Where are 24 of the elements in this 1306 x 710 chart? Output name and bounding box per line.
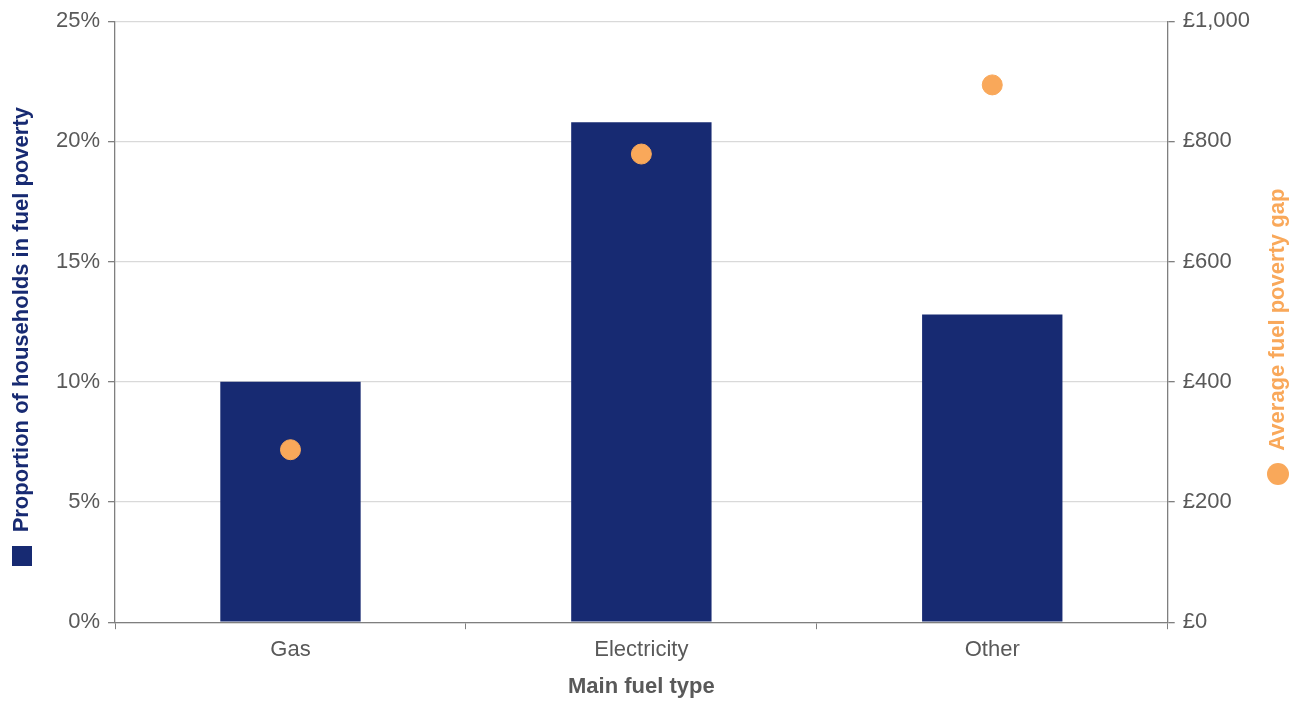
y2-tick-label: £600 xyxy=(1182,247,1232,273)
y2-axis-title: Average fuel poverty gap xyxy=(1264,188,1290,451)
x-tick-label: Electricity xyxy=(594,636,689,662)
y-tick-label: 25% xyxy=(55,7,101,33)
y2-tick-label: £800 xyxy=(1182,127,1232,153)
bar xyxy=(922,314,1063,622)
y2-tick-label: £400 xyxy=(1182,367,1232,393)
y-tick-label: 20% xyxy=(55,127,101,153)
point xyxy=(279,439,301,461)
y-tick-label: 15% xyxy=(55,247,101,273)
y2-tick-label: £0 xyxy=(1182,608,1208,634)
point xyxy=(981,74,1003,96)
y-axis-title: Proportion of households in fuel poverty xyxy=(8,106,34,533)
x-tick-label: Other xyxy=(964,636,1020,662)
y-tick-label: 10% xyxy=(55,367,101,393)
point xyxy=(630,143,652,165)
y-tick-label: 0% xyxy=(68,608,101,634)
bar xyxy=(220,381,361,622)
bar xyxy=(571,122,712,622)
y2-tick-label: £200 xyxy=(1182,488,1232,514)
y-tick-label: 5% xyxy=(68,488,101,514)
x-tick-label: Gas xyxy=(270,636,311,662)
x-axis-title: Main fuel type xyxy=(568,672,715,698)
y2-tick-label: £1,000 xyxy=(1182,7,1251,33)
